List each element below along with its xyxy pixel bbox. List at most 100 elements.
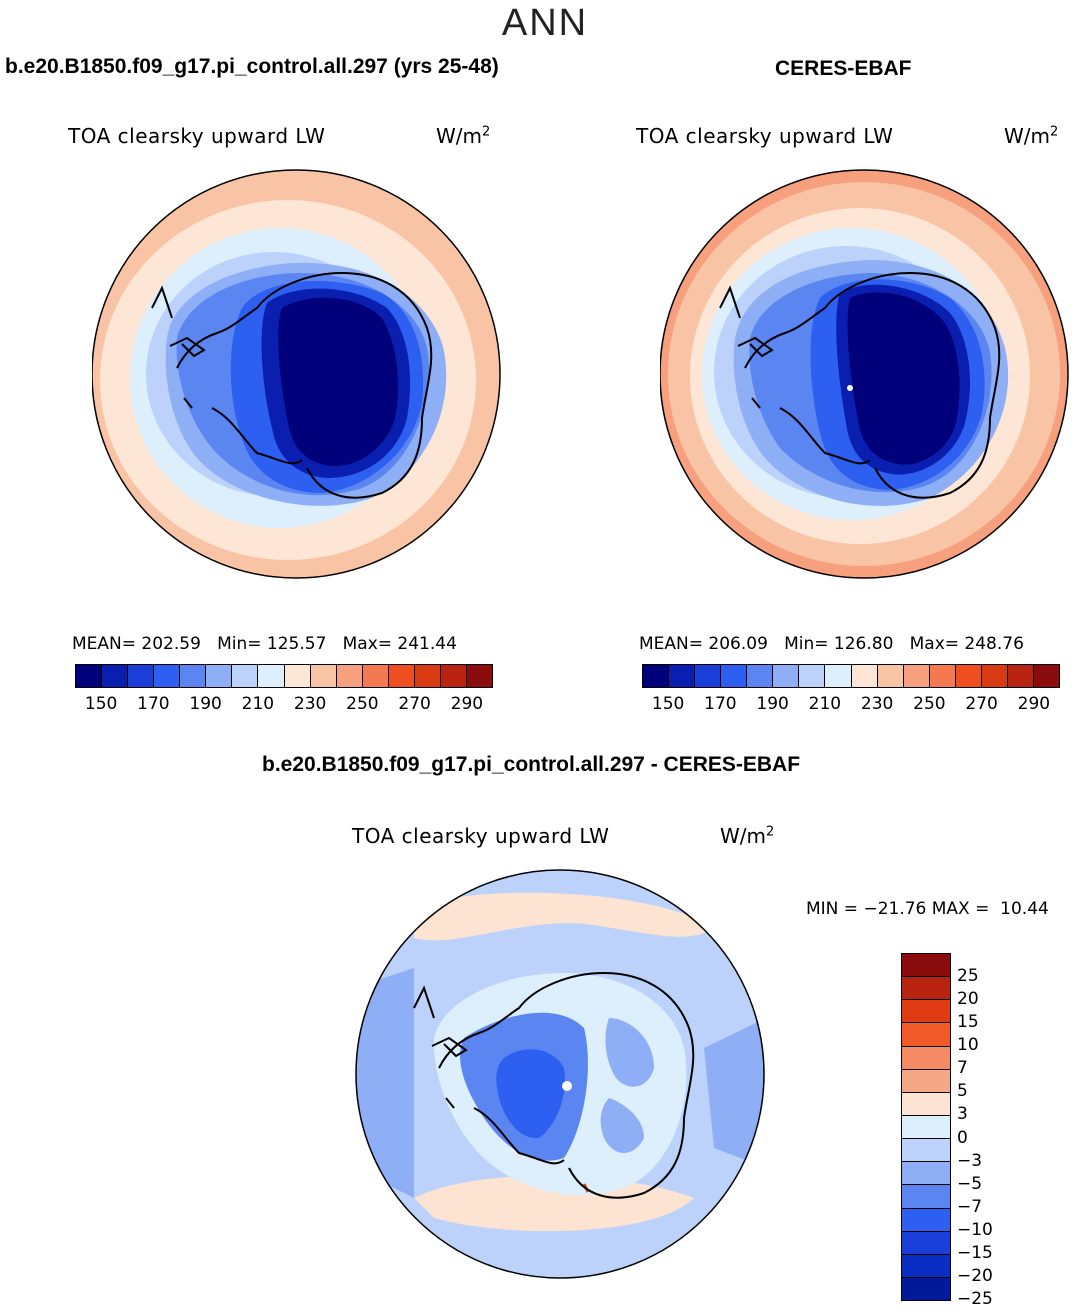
colorbar-swatch [180, 665, 207, 687]
colorbar-swatch [902, 1231, 950, 1255]
colorbar-swatch [877, 665, 904, 687]
colorbar-swatch [128, 665, 155, 687]
diff-units-label: W/m2 [720, 824, 775, 848]
model-colorbar [75, 664, 493, 688]
colorbar-swatch [76, 665, 103, 687]
diff-colorbar-ticks: 25 20 15 10 7 5 3 0 −3 −5 −7 −10 −15 −20 −25 [957, 953, 1017, 1309]
model-stats: MEAN= 202.59 Min= 125.57 Max= 241.44 [72, 634, 457, 654]
colorbar-tick-label: −7 [957, 1196, 983, 1217]
colorbar-swatch [669, 665, 696, 687]
colorbar-swatch [902, 1046, 950, 1070]
colorbar-swatch [466, 665, 492, 687]
colorbar-swatch [440, 665, 467, 687]
colorbar-swatch [851, 665, 878, 687]
obs-polar-map [660, 169, 1069, 579]
colorbar-swatch [902, 1092, 950, 1116]
colorbar-swatch [773, 665, 800, 687]
model-panel-title: b.e20.B1850.f09_g17.pi_control.all.297 (… [5, 55, 499, 78]
colorbar-swatch [310, 665, 337, 687]
colorbar-swatch [336, 665, 363, 687]
obs-panel-title: CERES-EBAF [775, 57, 912, 80]
colorbar-tick-label: 150 [651, 694, 685, 714]
colorbar-tick-label: −20 [957, 1265, 993, 1286]
colorbar-swatch [902, 1185, 950, 1209]
colorbar-tick-label: 0 [957, 1127, 968, 1148]
colorbar-tick-label: 250 [346, 694, 379, 714]
obs-colorbar [642, 664, 1060, 688]
colorbar-swatch [981, 665, 1008, 687]
colorbar-tick-label: −5 [957, 1173, 983, 1194]
diff-variable-label: TOA clearsky upward LW [352, 824, 610, 848]
colorbar-swatch [206, 665, 233, 687]
colorbar-swatch [284, 665, 311, 687]
colorbar-tick-label: −25 [957, 1289, 993, 1309]
colorbar-swatch [902, 1208, 950, 1232]
colorbar-swatch [362, 665, 389, 687]
colorbar-swatch [825, 665, 852, 687]
colorbar-tick-label: 190 [189, 694, 222, 714]
colorbar-swatch [955, 665, 982, 687]
colorbar-tick-label: 230 [860, 694, 894, 714]
obs-variable-label: TOA clearsky upward LW [636, 124, 894, 148]
colorbar-swatch [154, 665, 181, 687]
colorbar-swatch [695, 665, 722, 687]
colorbar-tick-label: 25 [957, 966, 979, 987]
model-units-label: W/m2 [436, 124, 491, 148]
colorbar-swatch [902, 1162, 950, 1186]
colorbar-tick-label: 230 [293, 694, 327, 714]
colorbar-tick-label: −10 [957, 1219, 993, 1240]
colorbar-tick-label: 20 [957, 989, 979, 1010]
colorbar-swatch [902, 954, 950, 978]
colorbar-tick-label: 10 [957, 1035, 979, 1056]
colorbar-swatch [747, 665, 774, 687]
colorbar-swatch [258, 665, 285, 687]
colorbar-tick-label: −15 [957, 1242, 993, 1263]
colorbar-tick-label: 270 [965, 694, 998, 714]
colorbar-swatch [799, 665, 826, 687]
colorbar-swatch [902, 977, 950, 1001]
diff-colorbar [901, 953, 951, 1301]
colorbar-tick-label: 210 [808, 694, 842, 714]
colorbar-swatch [902, 1139, 950, 1163]
diff-stats: MIN = −21.76 MAX = 10.44 [806, 899, 1049, 919]
colorbar-swatch [102, 665, 129, 687]
colorbar-swatch [902, 1069, 950, 1093]
colorbar-swatch [929, 665, 956, 687]
colorbar-swatch [721, 665, 748, 687]
colorbar-swatch [1033, 665, 1059, 687]
obs-stats: MEAN= 206.09 Min= 126.80 Max= 248.76 [639, 634, 1024, 654]
colorbar-swatch [902, 1000, 950, 1024]
diff-panel-title: b.e20.B1850.f09_g17.pi_control.all.297 -… [262, 753, 801, 776]
colorbar-swatch [902, 1277, 950, 1301]
colorbar-tick-label: 7 [957, 1058, 968, 1079]
obs-units-label: W/m2 [1004, 124, 1059, 148]
colorbar-swatch [414, 665, 441, 687]
colorbar-swatch [388, 665, 415, 687]
model-variable-label: TOA clearsky upward LW [68, 124, 326, 148]
colorbar-swatch [902, 1023, 950, 1047]
colorbar-tick-label: 210 [241, 694, 275, 714]
colorbar-tick-label: 150 [84, 694, 118, 714]
colorbar-swatch [1007, 665, 1034, 687]
colorbar-swatch [232, 665, 259, 687]
colorbar-tick-label: 170 [137, 694, 170, 714]
colorbar-tick-label: 15 [957, 1012, 979, 1033]
model-polar-map [92, 169, 501, 579]
colorbar-tick-label: 250 [913, 694, 946, 714]
colorbar-tick-label: 190 [756, 694, 789, 714]
colorbar-tick-label: 290 [450, 694, 484, 714]
colorbar-swatch [902, 1254, 950, 1278]
diff-polar-map [355, 869, 765, 1279]
colorbar-tick-label: −3 [957, 1150, 983, 1171]
obs-colorbar-ticks: 150 170 190 210 230 250 270 290 [642, 694, 1060, 716]
colorbar-tick-label: 270 [398, 694, 431, 714]
colorbar-swatch [903, 665, 930, 687]
colorbar-tick-label: 5 [957, 1081, 968, 1102]
season-title: ANN [501, 2, 589, 44]
colorbar-swatch [643, 665, 670, 687]
model-colorbar-ticks: 150 170 190 210 230 250 270 290 [75, 694, 493, 716]
colorbar-tick-label: 3 [957, 1104, 968, 1125]
colorbar-tick-label: 170 [704, 694, 737, 714]
colorbar-tick-label: 290 [1017, 694, 1051, 714]
colorbar-swatch [902, 1115, 950, 1140]
